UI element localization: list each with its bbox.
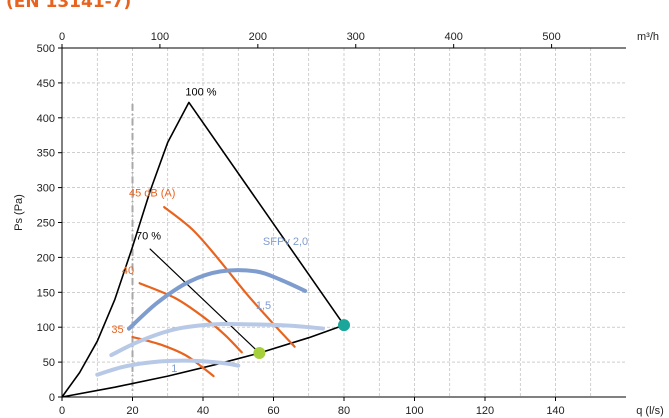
y-tick-label: 250 xyxy=(37,218,55,230)
x2-axis-label: m³/h xyxy=(637,31,659,43)
annotation-label: SFPv 2,0 xyxy=(263,236,308,248)
annotation-label: 1 xyxy=(171,363,177,375)
x-tick-label: 20 xyxy=(126,405,138,417)
y-tick-label: 50 xyxy=(43,357,55,369)
chart-title: (EN 13141-7) xyxy=(6,0,132,12)
series-line-3 xyxy=(131,335,215,378)
grid xyxy=(62,47,626,398)
y-tick-label: 150 xyxy=(37,287,55,299)
annotation-label: 40 xyxy=(122,265,134,277)
operating-point-0 xyxy=(338,319,350,332)
y-tick-label: 350 xyxy=(37,148,55,160)
x2-tick-label: 400 xyxy=(444,31,462,43)
x-tick-label: 60 xyxy=(267,405,279,417)
series-line-5 xyxy=(109,321,325,358)
y-tick-label: 400 xyxy=(37,113,55,125)
y-tick-label: 200 xyxy=(37,252,55,264)
y-tick-label: 450 xyxy=(37,78,55,90)
x-tick-label: 40 xyxy=(197,405,209,417)
series-line-2 xyxy=(138,282,243,354)
series-line-0 xyxy=(149,248,260,354)
series-line-1 xyxy=(163,206,296,348)
x-tick-label: 140 xyxy=(546,405,564,417)
annotation-label: 70 % xyxy=(136,230,161,242)
x-tick-label: 0 xyxy=(59,405,65,417)
plot-area: 100 % 45 dB (A) 70 % SFPv 2,0 40 1,5 35 1 xyxy=(61,86,350,398)
x-tick-label: 120 xyxy=(476,405,494,417)
y-tick-label: 300 xyxy=(37,183,55,195)
x-axis-label: q (l/s) xyxy=(636,405,664,417)
x-tick-label: 100 xyxy=(405,405,423,417)
y-tick-label: 100 xyxy=(37,322,55,334)
y-tick-label: 0 xyxy=(49,392,55,404)
x2-tick-label: 200 xyxy=(249,31,267,43)
operating-point-1 xyxy=(253,347,266,360)
x-tick-label: 80 xyxy=(338,405,350,417)
operating-envelope xyxy=(61,101,345,398)
x2-tick-label: 100 xyxy=(151,31,169,43)
y-axis-label: Ps (Pa) xyxy=(13,194,25,231)
series-line-4 xyxy=(127,268,308,331)
annotation-label: 35 xyxy=(111,324,123,336)
annotation-label: 1,5 xyxy=(256,300,271,312)
x2-tick-label: 0 xyxy=(59,31,65,43)
x2-tick-label: 300 xyxy=(347,31,365,43)
y-tick-label: 500 xyxy=(37,43,55,55)
series-line-6 xyxy=(95,358,241,377)
annotation-label: 100 % xyxy=(185,86,216,98)
x2-tick-label: 500 xyxy=(542,31,560,43)
annotation-label: 45 dB (A) xyxy=(129,188,175,200)
